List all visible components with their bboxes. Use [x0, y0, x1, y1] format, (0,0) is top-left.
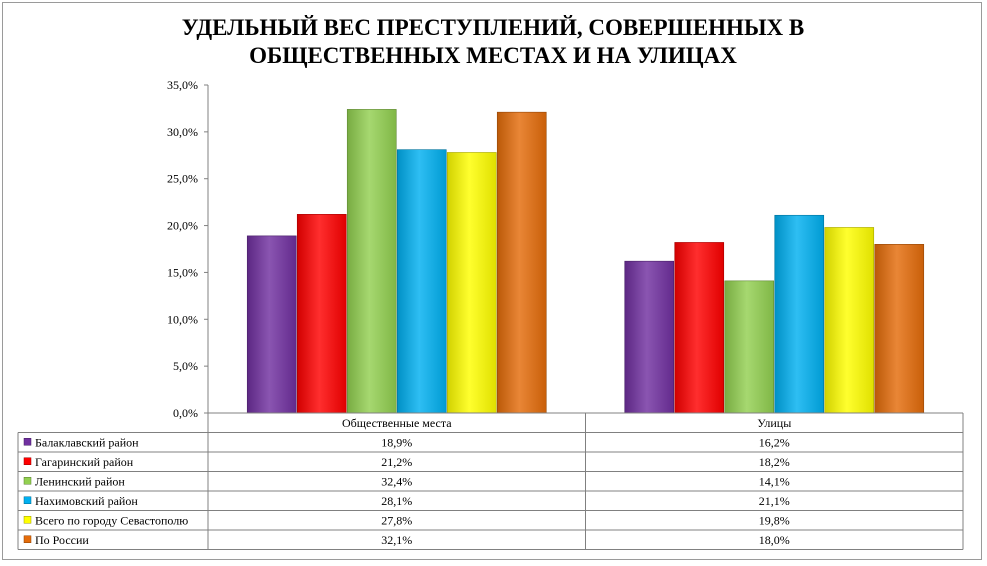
data-table-value: 27,8%: [381, 513, 412, 527]
y-tick-label: 20,0%: [167, 219, 198, 233]
bar-6-2: [874, 244, 925, 414]
legend-series-name: Ленинский район: [35, 474, 125, 488]
legend-key-2: [23, 457, 32, 465]
data-table-value: 18,2%: [759, 455, 790, 469]
y-tick-label: 25,0%: [167, 172, 198, 186]
legend-key-1: [23, 438, 32, 446]
category-label: Улицы: [757, 416, 791, 430]
y-tick-label: 10,0%: [167, 312, 198, 326]
data-table-value: 32,4%: [381, 474, 412, 488]
bar-3-2: [724, 280, 775, 414]
chart-title-line: УДЕЛЬНЫЙ ВЕС ПРЕСТУПЛЕНИЙ, СОВЕРШЕННЫХ В: [182, 15, 804, 40]
legend-series-name: Гагаринский район: [35, 455, 134, 469]
bar-5-2: [824, 227, 875, 414]
bar-3-1: [346, 109, 397, 414]
data-table-value: 19,8%: [759, 513, 790, 527]
bar-4-1: [396, 149, 447, 414]
legend-series-name: Нахимовский район: [35, 494, 138, 508]
data-table-value: 28,1%: [381, 494, 412, 508]
legend-series-name: Балаклавский район: [35, 435, 139, 449]
data-table-value: 18,9%: [381, 435, 412, 449]
bar-4-2: [774, 214, 825, 414]
chart-title-line: ОБЩЕСТВЕННЫХ МЕСТАХ И НА УЛИЦАХ: [249, 43, 737, 68]
data-table-value: 16,2%: [759, 435, 790, 449]
chart-frame: УДЕЛЬНЫЙ ВЕС ПРЕСТУПЛЕНИЙ, СОВЕРШЕННЫХ В…: [2, 2, 982, 560]
data-table-value: 21,2%: [381, 455, 412, 469]
bar-1-1: [246, 235, 297, 414]
legend-key-3: [23, 477, 32, 485]
bar-chart: УДЕЛЬНЫЙ ВЕС ПРЕСТУПЛЕНИЙ, СОВЕРШЕННЫХ В…: [17, 15, 964, 550]
legend-key-4: [23, 496, 32, 504]
category-label: Общественные места: [342, 416, 452, 430]
bar-1-2: [624, 260, 675, 414]
legend-series-name: По России: [35, 533, 89, 547]
data-table-value: 32,1%: [381, 533, 412, 547]
y-tick-label: 35,0%: [167, 78, 198, 92]
data-table-value: 18,0%: [759, 533, 790, 547]
y-tick-label: 30,0%: [167, 125, 198, 139]
bar-2-2: [674, 242, 725, 414]
data-table-value: 14,1%: [759, 474, 790, 488]
legend-series-name: Всего по городу Севастополю: [35, 513, 188, 527]
legend-key-6: [23, 535, 32, 543]
legend-key-5: [23, 516, 32, 524]
y-tick-label: 0,0%: [173, 406, 198, 420]
y-tick-label: 5,0%: [173, 359, 198, 373]
bar-6-1: [496, 111, 547, 414]
data-table-value: 21,1%: [759, 494, 790, 508]
bar-5-1: [446, 152, 497, 414]
bar-2-1: [296, 214, 347, 414]
y-tick-label: 15,0%: [167, 265, 198, 279]
